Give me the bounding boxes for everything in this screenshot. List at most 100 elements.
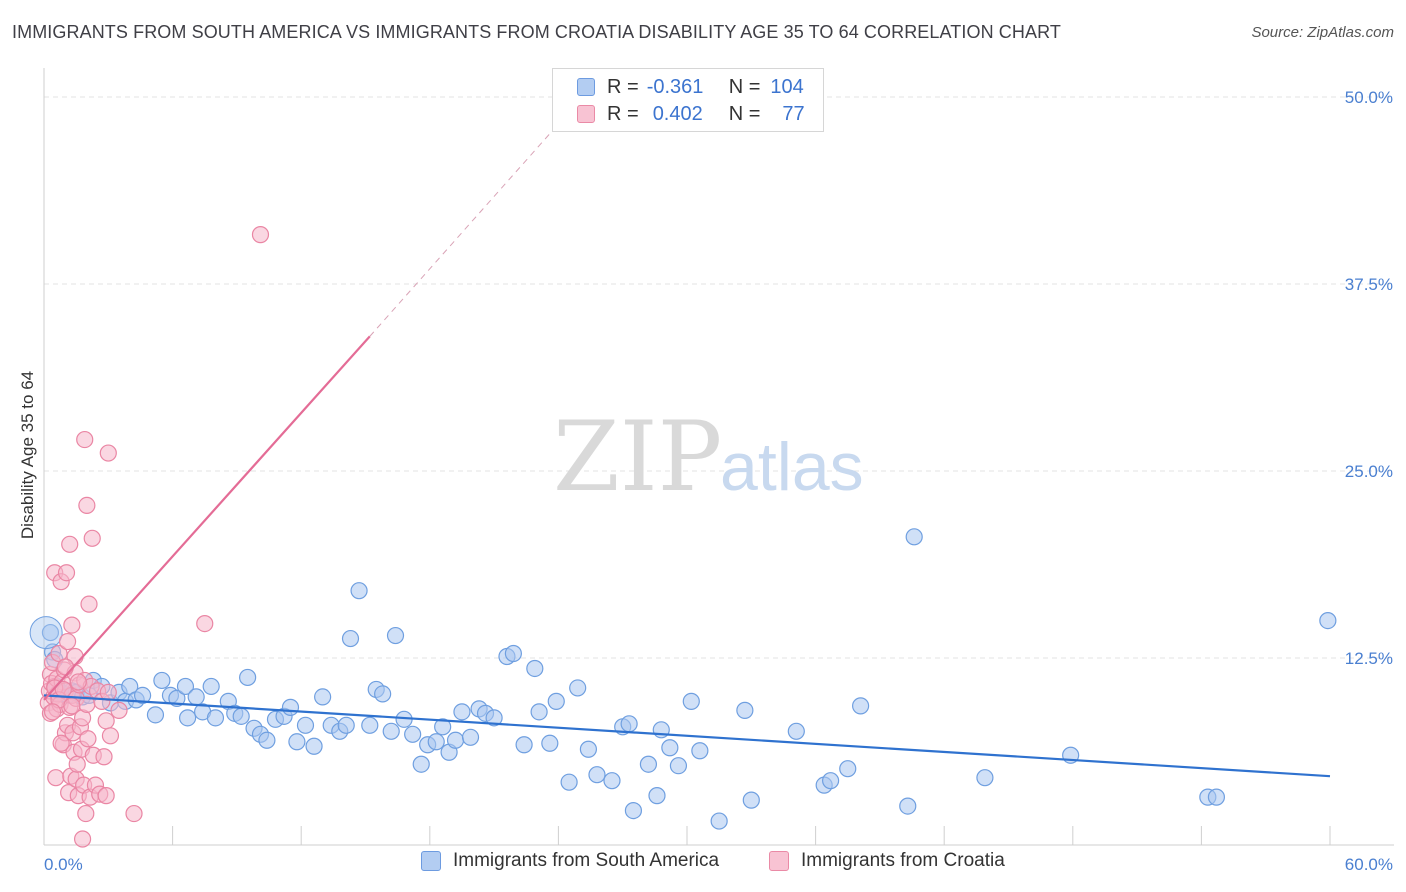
data-point-south-america [822, 772, 840, 790]
data-point-croatia [47, 769, 65, 787]
data-point-south-america [547, 692, 565, 710]
watermark-zip: ZIP [553, 401, 722, 513]
data-point-south-america [682, 692, 700, 710]
data-point-south-america [485, 709, 503, 727]
data-point-south-america [258, 731, 276, 749]
legend-item-croatia[interactable]: Immigrants from Croatia [769, 850, 1005, 872]
data-point-south-america [648, 787, 666, 805]
y-tick-label: 50.0% [1345, 88, 1393, 107]
data-point-south-america [350, 582, 368, 600]
data-point-croatia [80, 595, 98, 613]
data-point-south-america [153, 671, 171, 690]
data-point-south-america [691, 742, 709, 760]
trend-line-croatia-extension [369, 111, 570, 337]
data-point-south-america [41, 623, 60, 642]
data-point-south-america [404, 725, 422, 743]
data-point-south-america [305, 737, 323, 755]
data-point-croatia [63, 616, 81, 634]
data-point-croatia [56, 658, 75, 676]
data-point-south-america [1207, 788, 1226, 806]
series-south-america-points [29, 528, 1337, 830]
data-point-south-america [504, 644, 522, 663]
data-point-south-america [661, 739, 679, 757]
blue-swatch-icon [421, 851, 441, 871]
data-point-south-america [530, 703, 548, 721]
legend-item-south-america[interactable]: Immigrants from South America [421, 850, 719, 872]
stats-box: R = -0.361 N = 104 R = 0.402 N = 77 [552, 68, 824, 132]
data-point-croatia [78, 496, 96, 515]
trend-lines [43, 111, 1331, 778]
n-label: N = [728, 75, 761, 98]
data-point-croatia [97, 712, 115, 730]
data-point-south-america [742, 791, 760, 809]
data-point-south-america [579, 740, 598, 758]
data-point-croatia [58, 632, 77, 651]
grid-lines [44, 96, 1394, 659]
data-point-croatia [95, 748, 113, 766]
tick-labels: 12.5% 25.0% 37.5% 50.0% 0.0% 60.0% [44, 88, 1393, 874]
data-point-croatia [61, 535, 79, 553]
data-point-south-america [603, 772, 621, 790]
data-point-south-america [281, 698, 300, 716]
data-point-croatia [68, 755, 86, 773]
data-point-south-america [168, 689, 186, 707]
n-value: 104 [770, 75, 804, 98]
data-point-south-america [386, 626, 405, 645]
series-croatia-points [39, 226, 270, 848]
watermark: ZIP atlas [553, 401, 864, 513]
data-point-south-america [412, 755, 430, 773]
data-point-south-america [899, 797, 917, 815]
data-point-croatia [97, 787, 115, 805]
data-point-south-america [569, 679, 587, 697]
legend-label: Immigrants from Croatia [801, 850, 1005, 871]
data-point-south-america [639, 755, 658, 773]
data-point-croatia [83, 529, 101, 547]
data-point-croatia [52, 734, 70, 752]
data-point-south-america [839, 760, 857, 778]
data-point-south-america [341, 629, 360, 648]
data-point-south-america [669, 757, 688, 775]
data-point-south-america [710, 812, 728, 830]
data-point-south-america [202, 677, 220, 696]
data-point-south-america [232, 707, 250, 725]
data-point-south-america [187, 688, 205, 706]
data-point-south-america [382, 722, 400, 740]
data-point-south-america [361, 716, 379, 734]
data-point-south-america [29, 616, 63, 650]
data-point-south-america [374, 685, 392, 703]
data-point-croatia [73, 830, 92, 848]
data-point-south-america [446, 731, 465, 749]
n-label: N = [728, 102, 761, 125]
x-tick-label: 60.0% [1345, 855, 1393, 874]
data-point-croatia [251, 226, 270, 244]
data-point-croatia [76, 430, 94, 449]
data-point-south-america [434, 718, 452, 736]
r-value: 0.402 [652, 102, 703, 125]
chart-source: Source: ZipAtlas.com [1251, 24, 1394, 41]
stats-row-south-america: R = -0.361 N = 104 [553, 74, 804, 100]
data-point-south-america [337, 716, 355, 734]
data-point-south-america [787, 722, 805, 740]
data-point-south-america [515, 736, 533, 754]
n-value: 77 [782, 102, 805, 125]
data-point-south-america [588, 766, 606, 784]
data-point-south-america [560, 773, 578, 791]
data-point-south-america [206, 709, 225, 727]
data-point-croatia [99, 444, 117, 462]
data-point-south-america [624, 801, 643, 820]
data-point-croatia [79, 730, 97, 748]
data-point-south-america [239, 668, 257, 687]
y-axis-label: Disability Age 35 to 64 [18, 371, 37, 539]
data-point-south-america [976, 769, 994, 787]
data-point-croatia [43, 703, 62, 721]
data-point-croatia [125, 804, 143, 823]
pink-swatch-icon [769, 851, 789, 871]
data-point-south-america [146, 706, 165, 724]
data-point-croatia [77, 804, 95, 823]
data-point-croatia [69, 673, 87, 691]
data-point-croatia [57, 564, 76, 582]
data-point-south-america [1319, 611, 1337, 630]
axes [43, 68, 1394, 846]
chart-title: IMMIGRANTS FROM SOUTH AMERICA VS IMMIGRA… [12, 22, 1061, 42]
pink-swatch-icon [577, 105, 595, 123]
